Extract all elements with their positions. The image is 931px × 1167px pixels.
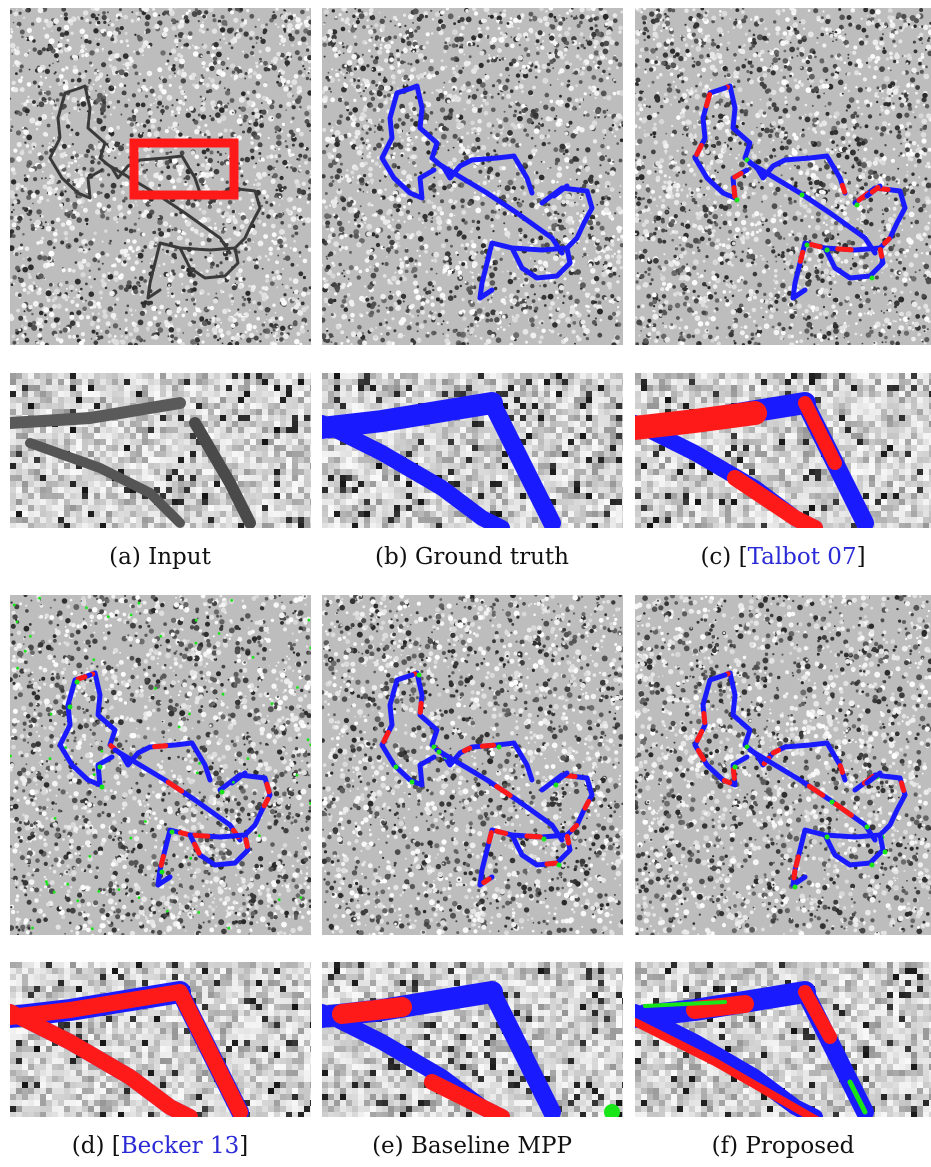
panel-d-overview — [10, 595, 311, 935]
caption-c: (c) [Talbot 07] — [633, 544, 931, 570]
proposed-zoom-image — [635, 962, 931, 1117]
caption-b: (b) Ground truth — [322, 544, 622, 570]
panel-f-zoom — [635, 962, 931, 1117]
citation-talbot[interactable]: Talbot 07 — [748, 544, 857, 570]
caption-a: (a) Input — [10, 544, 310, 570]
proposed-result-image — [635, 595, 931, 935]
baseline-mpp-zoom-image — [322, 962, 623, 1117]
baseline-mpp-image — [322, 595, 623, 935]
panel-b-zoom — [322, 373, 623, 528]
panel-c-overview — [635, 8, 931, 345]
becker-zoom-image — [10, 962, 311, 1117]
panel-a-zoom — [10, 373, 311, 528]
becker-result-image — [10, 595, 311, 935]
caption-f: (f) Proposed — [633, 1133, 931, 1159]
citation-becker[interactable]: Becker 13 — [121, 1133, 240, 1159]
panel-b-overview — [322, 8, 623, 345]
ground-truth-image — [322, 8, 623, 345]
caption-e: (e) Baseline MPP — [322, 1133, 622, 1159]
input-image — [10, 8, 311, 345]
input-zoom-image — [10, 373, 311, 528]
ground-truth-zoom-image — [322, 373, 623, 528]
panel-e-zoom — [322, 962, 623, 1117]
caption-d: (d) [Becker 13] — [10, 1133, 310, 1159]
panel-f-overview — [635, 595, 931, 935]
panel-c-zoom — [635, 373, 931, 528]
talbot-zoom-image — [635, 373, 931, 528]
panel-a-overview — [10, 8, 311, 345]
panel-d-zoom — [10, 962, 311, 1117]
panel-e-overview — [322, 595, 623, 935]
talbot-result-image — [635, 8, 931, 345]
